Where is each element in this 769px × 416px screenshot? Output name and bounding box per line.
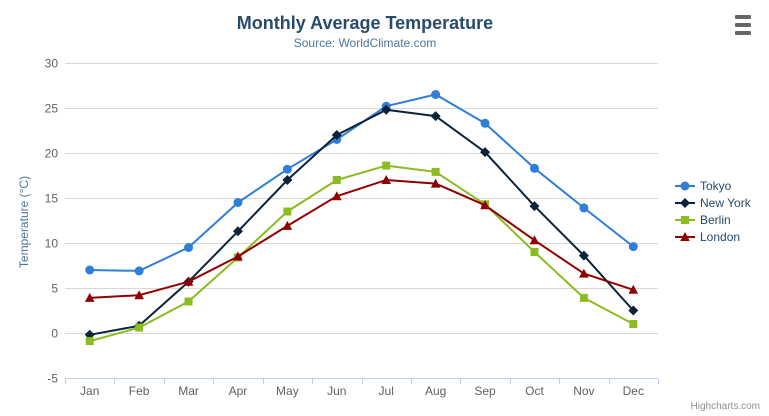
data-point-london-feb[interactable] <box>134 290 144 300</box>
data-point-berlin-dec[interactable] <box>629 320 638 328</box>
series-london <box>84 175 639 302</box>
data-point-tokyo-may[interactable] <box>282 164 292 174</box>
legend-label: Tokyo <box>700 178 732 193</box>
y-axis-label: -5 <box>47 372 58 386</box>
data-point-berlin-mar[interactable] <box>184 297 193 306</box>
data-point-new-york-aug[interactable] <box>430 111 441 122</box>
legend-marker-tokyo <box>680 181 690 190</box>
data-point-new-york-oct[interactable] <box>529 201 540 212</box>
data-point-london-sep[interactable] <box>480 200 490 210</box>
x-axis-label: May <box>276 384 299 398</box>
y-axis-label: 15 <box>45 192 59 206</box>
circle-marker-icon <box>675 181 695 190</box>
data-point-tokyo-nov[interactable] <box>579 203 589 213</box>
data-point-tokyo-dec[interactable] <box>628 242 638 252</box>
data-point-berlin-jun[interactable] <box>332 176 341 184</box>
series-line-london <box>88 179 635 299</box>
chart-subtitle: Source: WorldClimate.com <box>293 36 437 50</box>
data-point-tokyo-oct[interactable] <box>529 163 539 173</box>
x-axis-label: Feb <box>129 384 150 398</box>
legend-item-london[interactable]: London <box>675 228 751 245</box>
legend-label: Berlin <box>700 212 731 227</box>
data-point-london-mar[interactable] <box>183 276 194 286</box>
x-axis-label: Nov <box>573 384 594 398</box>
data-point-berlin-nov[interactable] <box>579 293 588 302</box>
data-point-tokyo-aug[interactable] <box>431 90 441 99</box>
data-point-london-jul[interactable] <box>381 175 392 184</box>
legend-item-new-york[interactable]: New York <box>675 194 751 211</box>
data-point-berlin-feb[interactable] <box>135 323 144 332</box>
y-axis-label: 5 <box>51 282 58 296</box>
chart-title: Monthly Average Temperature <box>236 13 494 33</box>
data-point-berlin-jan[interactable] <box>85 337 94 346</box>
data-point-new-york-jul[interactable] <box>381 104 392 115</box>
data-point-new-york-sep[interactable] <box>480 147 491 158</box>
data-point-new-york-dec[interactable] <box>628 305 639 316</box>
data-point-new-york-may[interactable] <box>282 175 293 185</box>
data-point-tokyo-feb[interactable] <box>134 266 144 276</box>
data-point-tokyo-sep[interactable] <box>480 118 490 128</box>
x-axis-label: Apr <box>229 384 248 398</box>
data-point-berlin-may[interactable] <box>283 207 292 216</box>
diamond-marker-icon <box>675 197 695 208</box>
x-axis-label: Jun <box>327 384 346 398</box>
data-point-london-dec[interactable] <box>628 284 639 294</box>
y-axis-label: 30 <box>45 57 59 71</box>
series-line-new-york <box>88 108 635 336</box>
y-axis-label: 25 <box>45 102 59 116</box>
series-tokyo <box>85 90 638 276</box>
legend-item-berlin[interactable]: Berlin <box>675 211 751 228</box>
x-axis-label: Oct <box>525 384 544 398</box>
x-axis-label: Jan <box>80 384 99 398</box>
data-point-london-jan[interactable] <box>84 292 95 302</box>
export-menu-button[interactable] <box>731 13 755 37</box>
y-axis-label: 20 <box>45 147 59 161</box>
data-point-london-may[interactable] <box>282 220 293 230</box>
legend-item-tokyo[interactable]: Tokyo <box>675 177 751 194</box>
legend-marker-london <box>680 231 690 241</box>
data-point-berlin-jul[interactable] <box>382 161 391 170</box>
x-axis-label: Jul <box>379 384 394 398</box>
series-new-york <box>84 104 639 340</box>
highcharts-credit[interactable]: Highcharts.com <box>690 401 760 412</box>
x-axis-label: Aug <box>425 384 446 398</box>
data-point-london-apr[interactable] <box>233 251 243 261</box>
hamburger-icon <box>735 23 751 27</box>
data-point-london-jun[interactable] <box>331 191 342 201</box>
data-point-new-york-apr[interactable] <box>232 226 243 237</box>
data-point-london-nov[interactable] <box>579 268 589 278</box>
legend-label: New York <box>700 195 751 210</box>
y-axis-label: 0 <box>51 327 58 341</box>
legend-marker-berlin <box>681 215 689 224</box>
square-marker-icon <box>675 215 695 224</box>
legend-label: London <box>700 229 741 244</box>
series-line-tokyo <box>88 93 635 272</box>
data-point-berlin-oct[interactable] <box>530 248 539 256</box>
hamburger-icon <box>735 31 751 35</box>
x-axis-label: Dec <box>623 384 644 398</box>
y-axis-title: Temperature (°C) <box>17 176 31 268</box>
data-point-london-aug[interactable] <box>430 178 441 188</box>
series-line-berlin <box>88 164 635 343</box>
data-point-new-york-jun[interactable] <box>331 130 342 140</box>
data-point-tokyo-mar[interactable] <box>184 243 194 252</box>
x-axis-label: Sep <box>474 384 496 398</box>
hamburger-icon <box>735 15 751 19</box>
data-point-berlin-aug[interactable] <box>431 167 440 176</box>
data-point-new-york-nov[interactable] <box>578 250 589 261</box>
legend: Tokyo New York Berlin London <box>675 177 751 245</box>
y-axis-label: 10 <box>45 237 59 251</box>
x-axis-label: Mar <box>178 384 199 398</box>
data-point-tokyo-jan[interactable] <box>85 265 95 275</box>
data-point-london-oct[interactable] <box>529 235 540 245</box>
data-point-tokyo-apr[interactable] <box>233 198 243 207</box>
legend-marker-new-york <box>680 197 690 208</box>
triangle-marker-icon <box>675 231 695 241</box>
